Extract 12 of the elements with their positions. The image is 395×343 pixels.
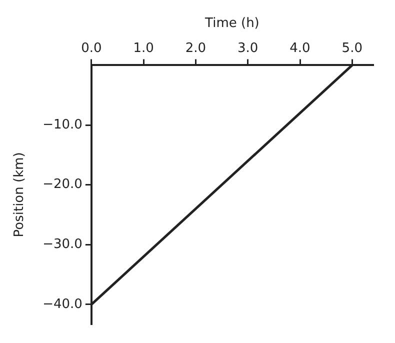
y-tick-label: −20.0 xyxy=(42,177,82,192)
y-tick-label: −40.0 xyxy=(42,296,82,312)
x-axis-title: Time (h) xyxy=(204,16,260,32)
x-tick-label: 1.0 xyxy=(133,40,154,56)
x-tick-label: 3.0 xyxy=(238,40,258,56)
y-tick-label: −30.0 xyxy=(42,237,82,252)
x-tick-label: 5.0 xyxy=(342,40,362,56)
x-tick-label: 4.0 xyxy=(290,40,310,56)
x-tick-label: 0.0 xyxy=(81,40,102,56)
y-tick-label: −10.0 xyxy=(42,117,82,132)
x-tick-label: 2.0 xyxy=(185,40,206,56)
y-axis-title: Position (km) xyxy=(12,152,28,238)
